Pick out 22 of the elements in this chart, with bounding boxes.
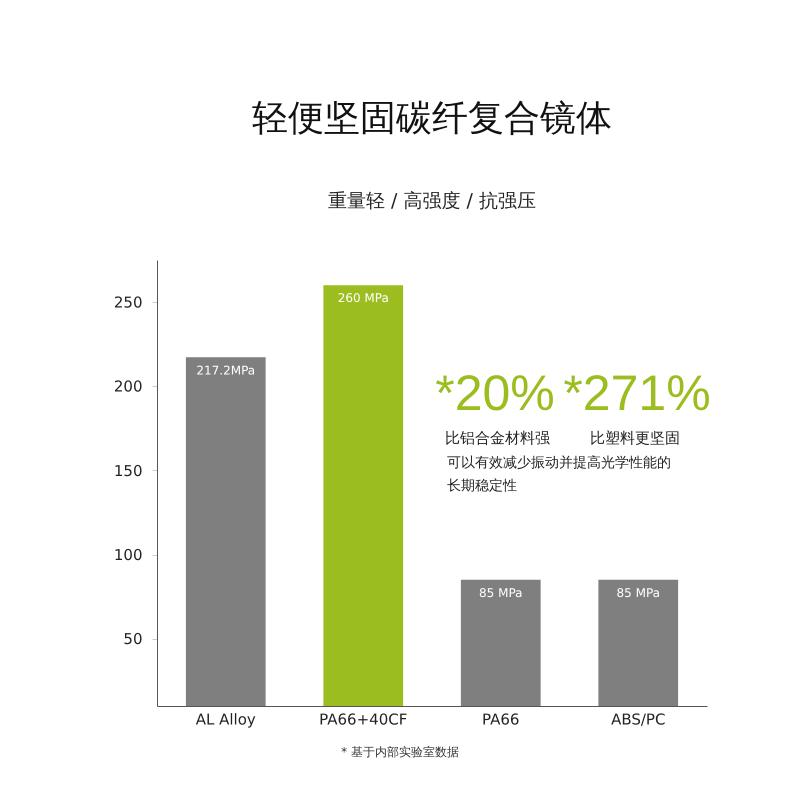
x-tick-label: AL Alloy bbox=[196, 710, 256, 728]
data-label: 260 MPa bbox=[338, 291, 389, 306]
data-label: 85 MPa bbox=[479, 586, 522, 600]
y-tick-label: 100 bbox=[114, 546, 142, 564]
annotation: 比铝合金材料强 bbox=[445, 429, 550, 447]
y-tick-label: 150 bbox=[114, 462, 142, 480]
chart-subtitle: 重量轻 / 高强度 / 抗强压 bbox=[328, 190, 536, 212]
y-tick-label: 50 bbox=[123, 630, 142, 648]
annotation: *20% bbox=[435, 365, 555, 421]
x-tick-label: ABS/PC bbox=[611, 710, 666, 728]
y-tick-label: 250 bbox=[114, 294, 142, 312]
data-label: 217.2MPa bbox=[196, 363, 256, 378]
annotation: 长期稳定性 bbox=[447, 478, 517, 494]
annotation: 可以有效减少振动并提高光学性能的 bbox=[447, 455, 671, 471]
annotation: *271% bbox=[563, 365, 711, 421]
x-tick-label: PA66 bbox=[482, 710, 520, 728]
chart-title: 轻便坚固碳纤复合镜体 bbox=[252, 98, 612, 139]
y-tick-label: 200 bbox=[114, 378, 142, 396]
x-tick-label: PA66+40CF bbox=[319, 710, 408, 728]
data-label: 85 MPa bbox=[616, 586, 660, 600]
annotation: 比塑料更坚固 bbox=[590, 429, 680, 447]
text: * 基于内部实验室数据 bbox=[341, 745, 459, 759]
